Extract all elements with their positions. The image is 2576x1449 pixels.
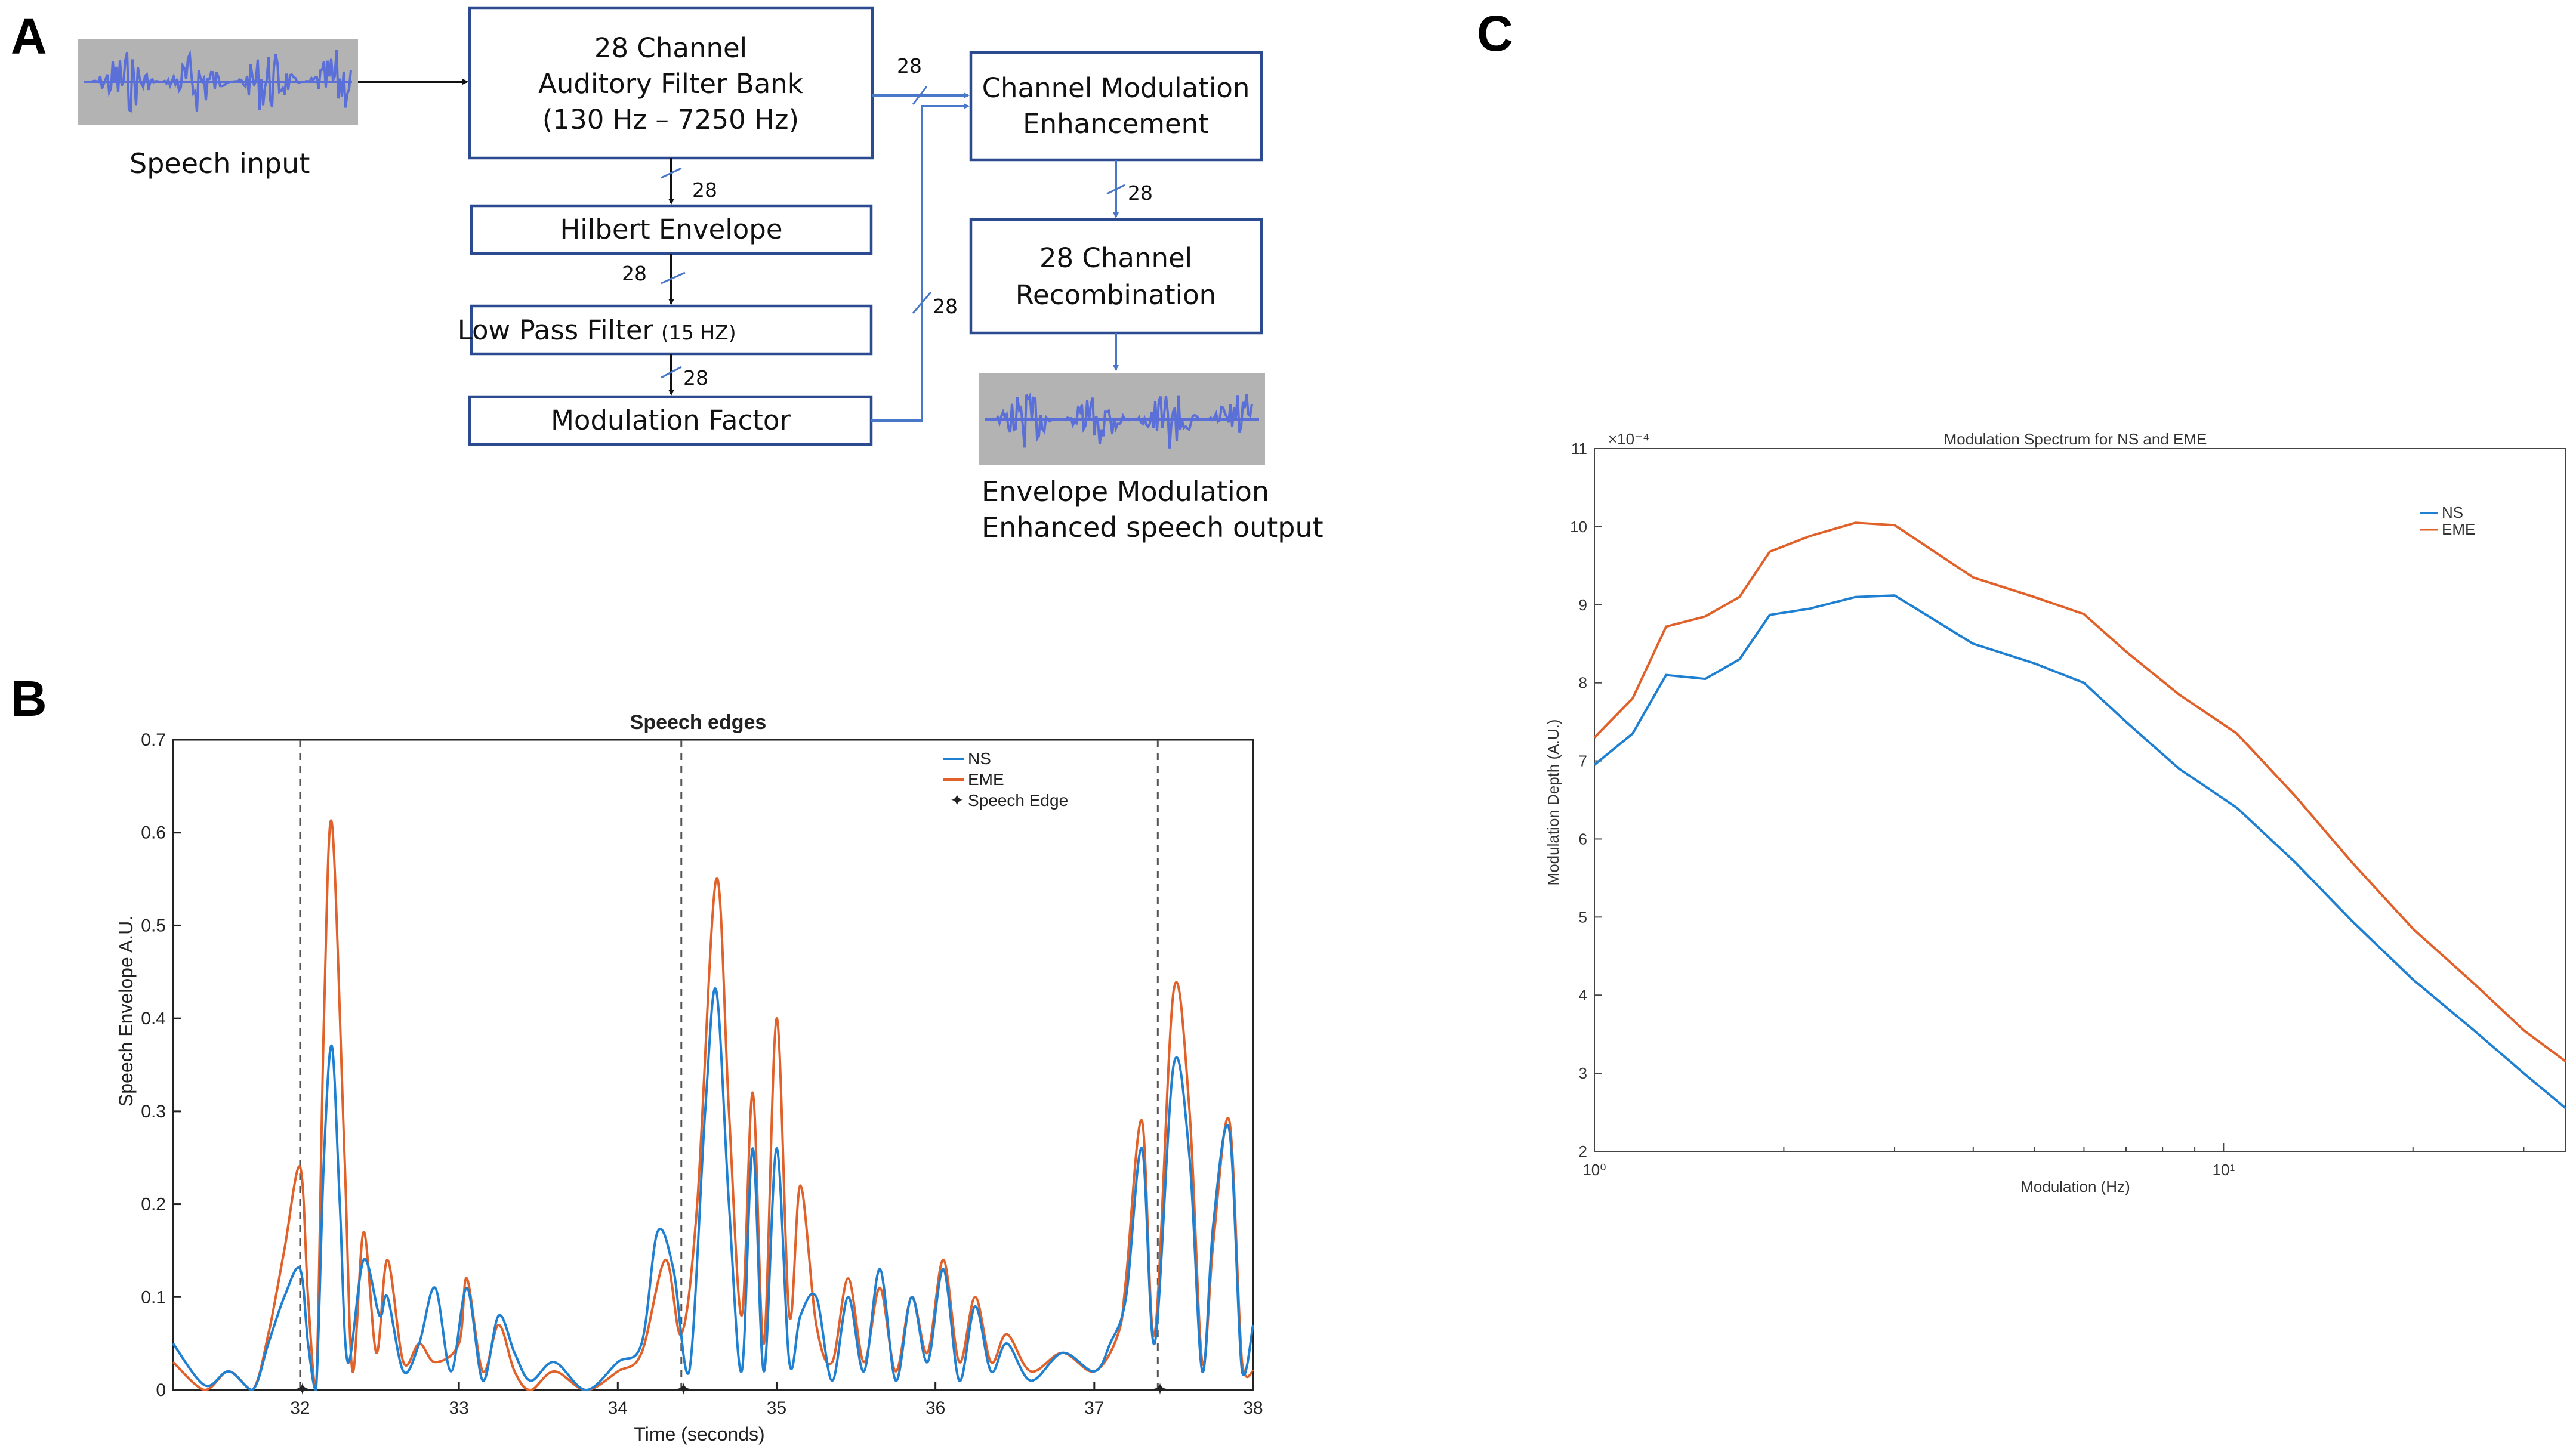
chart-b-ytick-label: 0.2	[141, 1195, 166, 1215]
slash-fb-hilbert	[661, 167, 682, 179]
output-label-line2: Enhanced speech output	[982, 511, 1324, 543]
panel-label-b: B	[11, 671, 47, 727]
modulation-factor-box: Modulation Factor	[468, 395, 873, 446]
chart-c-ytick-label: 6	[1579, 830, 1587, 848]
recombination-line2: Recombination	[1016, 279, 1216, 311]
mf-to-cme-arrow	[871, 103, 970, 422]
chart-c-series-eme	[1593, 521, 2567, 1063]
chart-c-xtick-label: 10¹	[2213, 1161, 2235, 1179]
chart-b-xtick-label: 34	[608, 1398, 628, 1418]
chart-c-ytick-label: 7	[1579, 752, 1587, 770]
chart-b-xtick-label: 36	[925, 1398, 945, 1418]
count-mf-cme: 28	[933, 295, 958, 318]
legend-c-ns: NS	[2442, 503, 2463, 521]
count-fb-cme: 28	[897, 54, 922, 78]
chart-c-ytick-label: 4	[1579, 986, 1587, 1004]
chart-b-xtick-label: 38	[1243, 1398, 1263, 1418]
slash-hilbert-lp	[661, 271, 686, 285]
legend-b-edge: Speech Edge	[968, 791, 1068, 810]
channel-modulation-box: Channel Modulation Enhancement	[969, 51, 1263, 162]
modulation-spectrum-chart: 2 3 4 5 6 7 8 9 10 11 10⁰ 10¹	[1570, 440, 2567, 1179]
slash-fb-cme	[912, 86, 928, 105]
chart-b-ytick-label: 0.6	[141, 823, 166, 843]
chart-b-xtick-label: 33	[449, 1398, 468, 1418]
speech-edge-marker: ✦	[677, 1380, 690, 1398]
chart-c-ytick-label: 5	[1579, 908, 1587, 926]
slash-mf-cme	[912, 292, 932, 314]
chart-c-series-ns	[1593, 594, 2567, 1110]
lowpass-freq: (15 HZ)	[661, 321, 736, 344]
count-lp-mf: 28	[683, 366, 708, 390]
hilbert-envelope-box: Hilbert Envelope	[470, 204, 873, 255]
channel-mod-line2: Enhancement	[1023, 108, 1209, 140]
chart-c-frame	[1594, 448, 2566, 1152]
chart-c-exponent: ×10⁻⁴	[1608, 430, 1649, 448]
chart-c-ylabel: Modulation Depth (A.U.)	[1544, 719, 1562, 886]
chart-c-xtick-label: 10⁰	[1582, 1161, 1606, 1179]
output-waveform	[979, 373, 1265, 465]
chart-c-ytick-label: 3	[1579, 1064, 1587, 1082]
filter-bank-line2: Auditory Filter Bank	[538, 68, 803, 100]
chart-c-ytick-label: 2	[1579, 1142, 1587, 1160]
slash-lp-mf	[661, 366, 682, 379]
hilbert-label: Hilbert Envelope	[560, 214, 782, 245]
chart-b-xtick-label: 37	[1084, 1398, 1104, 1418]
chart-b-xtick-label: 32	[290, 1398, 310, 1418]
chart-c-ytick-label: 9	[1579, 596, 1587, 614]
filter-bank-line3: (130 Hz – 7250 Hz)	[542, 104, 799, 135]
chart-c-ytick-label: 10	[1570, 518, 1587, 536]
panel-label-a: A	[11, 8, 47, 64]
chart-b-ytick-label: 0.5	[141, 916, 166, 935]
modulation-factor-label: Modulation Factor	[551, 404, 791, 436]
chart-b-series-ns	[172, 987, 1254, 1392]
chart-c-ytick-label: 8	[1579, 674, 1587, 692]
chart-c-ytick-label: 11	[1571, 440, 1587, 458]
chart-b-frame	[172, 739, 1254, 1391]
chart-b-legend: NS EME ✦ Speech Edge	[943, 749, 1068, 810]
chart-b-title: Speech edges	[630, 711, 767, 734]
count-hilbert-lp: 28	[622, 262, 647, 285]
speech-input-waveform	[78, 39, 358, 125]
speech-edge-marker: ✦	[295, 1380, 309, 1398]
slash-cme-recomb	[1106, 184, 1125, 195]
speech-edge-marker: ✦	[1153, 1380, 1167, 1398]
chart-b-xtick-label: 35	[767, 1398, 786, 1418]
count-fb-hilbert: 28	[692, 178, 717, 202]
chart-c-legend: NS EME	[2420, 503, 2475, 538]
panel-label-c: C	[1477, 5, 1513, 61]
lowpass-label: Low Pass Filter	[458, 314, 654, 346]
recombination-box: 28 Channel Recombination	[969, 218, 1263, 335]
chart-b-ytick-label: 0.1	[141, 1287, 166, 1307]
filter-bank-line1: 28 Channel	[594, 32, 747, 64]
recombination-line1: 28 Channel	[1039, 242, 1192, 274]
speech-input-label: Speech input	[129, 147, 310, 180]
low-pass-filter-box: Low Pass Filter (15 HZ)	[458, 304, 873, 356]
count-cme-recomb: 28	[1128, 181, 1153, 205]
chart-c-xlabel: Modulation (Hz)	[2020, 1178, 2130, 1195]
chart-b-ytick-label: 0.4	[141, 1009, 166, 1028]
channel-mod-line1: Channel Modulation	[982, 72, 1250, 104]
legend-b-edge-marker: ✦	[950, 791, 964, 810]
chart-b-series-eme	[172, 819, 1254, 1392]
chart-b-xlabel: Time (seconds)	[634, 1423, 764, 1445]
legend-b-eme: EME	[968, 770, 1004, 789]
chart-b-ytick-label: 0.3	[141, 1102, 166, 1121]
legend-b-ns: NS	[968, 749, 991, 768]
output-label-line1: Envelope Modulation	[982, 475, 1269, 508]
filter-bank-box: 28 Channel Auditory Filter Bank (130 Hz …	[468, 6, 874, 160]
chart-c-title: Modulation Spectrum for NS and EME	[1944, 430, 2207, 448]
chart-b-ytick-label: 0.7	[141, 730, 166, 750]
chart-b-ytick-label: 0	[156, 1380, 166, 1400]
legend-c-eme: EME	[2442, 520, 2475, 538]
speech-edges-chart: 0 0.1 0.2 0.3 0.4 0.5 0.6 0.7 32 33 34 35 36 37 38 ✦ ✦ ✦	[141, 730, 1263, 1418]
chart-b-ylabel: Speech Envelope A.U.	[115, 916, 137, 1107]
